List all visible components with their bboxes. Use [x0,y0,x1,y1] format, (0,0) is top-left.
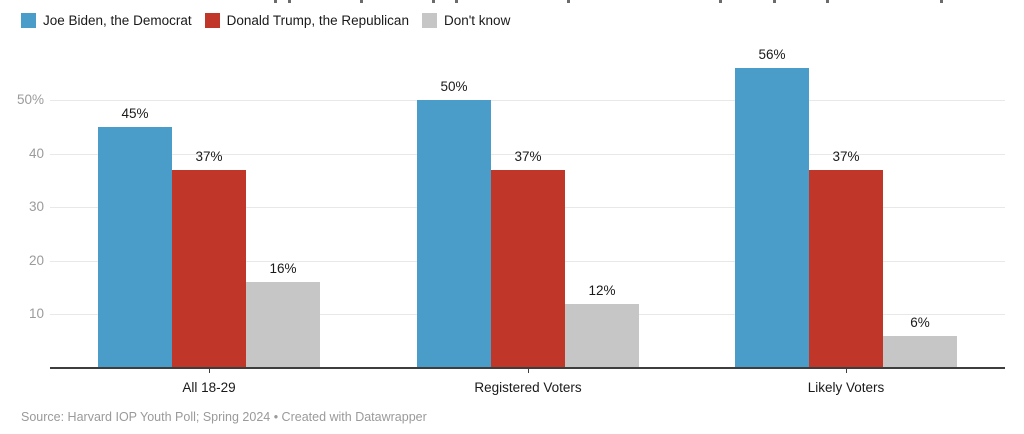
legend: Joe Biden, the Democrat Donald Trump, the… [21,13,510,28]
cropped-title-fragment [940,0,943,3]
gridline-40 [50,154,1005,155]
bar-biden-0 [98,127,172,368]
x-axis-baseline [50,367,1005,369]
cropped-title-fragment [288,0,291,3]
bar-trump-0 [172,170,246,368]
category-label: All 18-29 [182,380,236,395]
bar-biden-2 [735,68,809,368]
bar-biden-1 [417,100,491,368]
value-label: 37% [514,149,542,164]
bar-trump-2 [809,170,883,368]
value-label: 37% [832,149,860,164]
cropped-title-fragment [567,0,570,3]
source-text: Source: Harvard IOP Youth Poll; Spring 2… [21,410,427,424]
cropped-title-fragment [826,0,829,3]
legend-label: Don't know [443,13,511,28]
legend-swatch-biden [21,13,36,28]
legend-item-dontknow: Don't know [421,13,511,28]
value-label: 37% [195,149,223,164]
bar-dontknow-2 [883,336,957,368]
value-label: 56% [758,47,786,62]
cropped-title-fragment [360,0,363,3]
value-label: 50% [440,79,468,94]
value-label: 45% [121,106,149,121]
legend-label: Joe Biden, the Democrat [43,13,192,28]
bar-dontknow-0 [246,282,320,368]
category-label: Likely Voters [807,380,885,395]
legend-swatch-trump [204,13,220,28]
cropped-title-fragment [432,0,435,3]
y-axis-tick-label: 50% [16,92,44,107]
value-label: 6% [910,315,930,330]
legend-swatch-dontknow [421,13,437,28]
gridline-50 [50,100,1005,101]
category-label: Registered Voters [474,380,582,395]
cropped-title-fragment [455,0,458,3]
y-axis-tick-label: 20 [28,253,44,268]
x-axis-tick-mark [528,368,529,373]
y-axis-tick-label: 30 [28,199,44,214]
cropped-title-fragment [719,0,722,3]
y-axis-tick-label: 40 [28,146,44,161]
bar-trump-1 [491,170,565,368]
value-label: 16% [269,261,297,276]
legend-label: Donald Trump, the Republican [226,13,409,28]
legend-item-trump: Donald Trump, the Republican [204,13,409,28]
value-label: 12% [588,283,616,298]
x-axis-tick-mark [209,368,210,373]
x-axis-tick-mark [846,368,847,373]
cropped-title-fragment [773,0,776,3]
y-axis-tick-label: 10 [28,306,44,321]
cropped-title-fragment [274,0,277,3]
legend-item-biden: Joe Biden, the Democrat [21,13,192,28]
bar-dontknow-1 [565,304,639,368]
